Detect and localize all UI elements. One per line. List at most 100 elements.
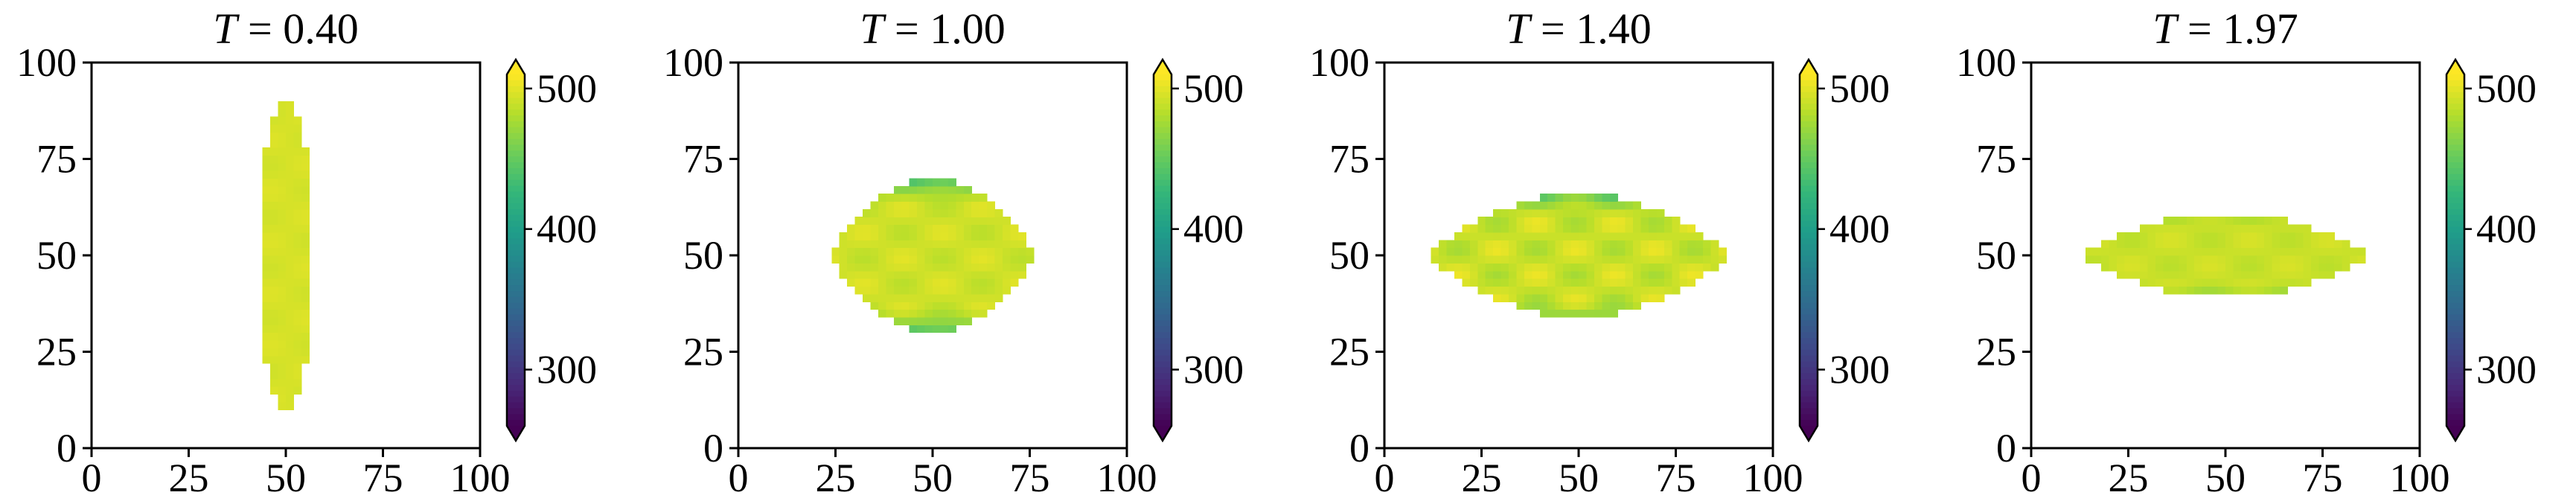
heatmap-cell bbox=[278, 194, 287, 202]
colorbar-segment bbox=[1800, 238, 1818, 245]
heatmap-cell bbox=[933, 247, 942, 256]
heatmap-cell bbox=[278, 286, 287, 295]
heatmap-cell bbox=[987, 240, 996, 249]
colorbar-segment bbox=[2446, 244, 2464, 251]
heatmap-cell bbox=[1586, 232, 1595, 240]
heatmap-cell bbox=[1555, 240, 1564, 249]
heatmap-cell bbox=[863, 208, 872, 217]
heatmap-cell bbox=[2295, 263, 2304, 272]
heatmap-cell bbox=[909, 293, 918, 302]
heatmap-cell bbox=[1469, 255, 1478, 264]
heatmap-cell bbox=[847, 270, 856, 279]
heatmap-cell bbox=[1555, 201, 1564, 210]
heatmap-cell bbox=[909, 309, 918, 318]
colorbar-segment bbox=[1800, 314, 1818, 322]
heatmap-cell bbox=[878, 293, 886, 302]
heatmap-cell bbox=[286, 270, 295, 279]
heatmap-cell bbox=[1532, 293, 1541, 302]
heatmap-cell bbox=[1509, 208, 1518, 217]
heatmap-cell bbox=[2287, 232, 2296, 240]
colorbar-segment bbox=[1154, 332, 1172, 339]
heatmap-cell bbox=[2140, 247, 2149, 256]
heatmap-cell bbox=[2217, 278, 2226, 287]
colorbar-segment bbox=[1154, 338, 1172, 345]
heatmap-cell bbox=[963, 278, 972, 287]
heatmap-cell bbox=[1500, 255, 1509, 264]
heatmap-cell bbox=[1539, 309, 1548, 318]
heatmap-cell bbox=[278, 170, 287, 179]
heatmap-cell bbox=[947, 178, 956, 187]
heatmap-cell bbox=[2225, 247, 2234, 256]
colorbar-segment bbox=[2446, 179, 2464, 187]
heatmap-cell bbox=[963, 232, 972, 240]
heatmap-cell bbox=[1539, 247, 1548, 256]
heatmap-cell bbox=[1532, 247, 1541, 256]
y-tick-label: 50 bbox=[1329, 233, 1370, 278]
heatmap-cell bbox=[2303, 224, 2312, 233]
heatmap-cell bbox=[2202, 224, 2211, 233]
y-tick-label: 25 bbox=[1329, 330, 1370, 374]
y-tick-label: 0 bbox=[1996, 426, 2016, 470]
heatmap-cell bbox=[1710, 247, 1719, 256]
heatmap-cell bbox=[2210, 278, 2219, 287]
heatmap-cell bbox=[1532, 263, 1541, 272]
heatmap-cell bbox=[956, 208, 965, 217]
title-time-value: = 0.40 bbox=[237, 4, 359, 53]
heatmap-cell bbox=[901, 194, 910, 202]
colorbar-segment bbox=[1154, 355, 1172, 363]
heatmap-cell bbox=[1539, 286, 1548, 295]
heatmap-cell bbox=[270, 224, 279, 233]
heatmap-cell bbox=[262, 339, 271, 348]
heatmap-cell bbox=[963, 240, 972, 249]
colorbar-segment bbox=[1800, 332, 1818, 339]
heatmap-cell bbox=[909, 217, 918, 226]
colorbar-segment bbox=[1800, 326, 1818, 333]
heatmap-cell bbox=[1469, 278, 1478, 287]
heatmap-cell bbox=[1485, 278, 1494, 287]
heatmap-cell bbox=[933, 316, 942, 325]
heatmap-cell bbox=[278, 316, 287, 325]
heatmap-cell bbox=[1539, 208, 1548, 217]
heatmap-cell bbox=[1524, 270, 1533, 279]
heatmap-cell bbox=[2280, 224, 2289, 233]
heatmap-cell bbox=[301, 301, 310, 310]
heatmap-cell bbox=[917, 286, 926, 295]
colorbar-segment bbox=[507, 373, 525, 380]
heatmap-cell bbox=[1648, 208, 1657, 217]
heatmap-cell bbox=[2233, 240, 2242, 249]
colorbar-segment bbox=[1800, 355, 1818, 363]
heatmap-cell bbox=[917, 232, 926, 240]
heatmap-cell bbox=[2233, 278, 2242, 287]
heatmap-cell bbox=[1710, 263, 1719, 272]
colorbar-segment bbox=[507, 150, 525, 157]
heatmap-cell bbox=[270, 286, 279, 295]
heatmap-cell bbox=[956, 201, 965, 210]
heatmap-cell bbox=[286, 309, 295, 318]
heatmap-cell bbox=[1602, 232, 1611, 240]
heatmap-cell bbox=[2186, 232, 2195, 240]
heatmap-cell bbox=[301, 278, 310, 287]
colorbar-segment bbox=[1154, 291, 1172, 298]
colorbar-segment bbox=[1800, 379, 1818, 386]
heatmap-cell bbox=[863, 293, 872, 302]
heatmap-cell bbox=[971, 208, 980, 217]
heatmap-cell bbox=[2194, 217, 2203, 226]
heatmap-cell bbox=[2287, 263, 2296, 272]
heatmap-cell bbox=[994, 278, 1003, 287]
heatmap-cell bbox=[278, 263, 287, 272]
heatmap-cell bbox=[270, 355, 279, 364]
heatmap-cell bbox=[1555, 194, 1564, 202]
colorbar-segment bbox=[1800, 115, 1818, 122]
heatmap-cell bbox=[994, 255, 1003, 264]
heatmap-cell bbox=[886, 293, 895, 302]
heatmap-cell bbox=[1656, 255, 1665, 264]
colorbar-segment bbox=[1154, 208, 1172, 216]
heatmap-cell bbox=[2240, 286, 2249, 295]
x-tick-label: 50 bbox=[1559, 456, 1599, 500]
heatmap-cell bbox=[1469, 263, 1478, 272]
colorbar-segment bbox=[2446, 384, 2464, 392]
heatmap-cell bbox=[2147, 255, 2156, 264]
heatmap-cell bbox=[1547, 232, 1556, 240]
heatmap-cell bbox=[270, 255, 279, 264]
colorbar-segment bbox=[1154, 138, 1172, 146]
